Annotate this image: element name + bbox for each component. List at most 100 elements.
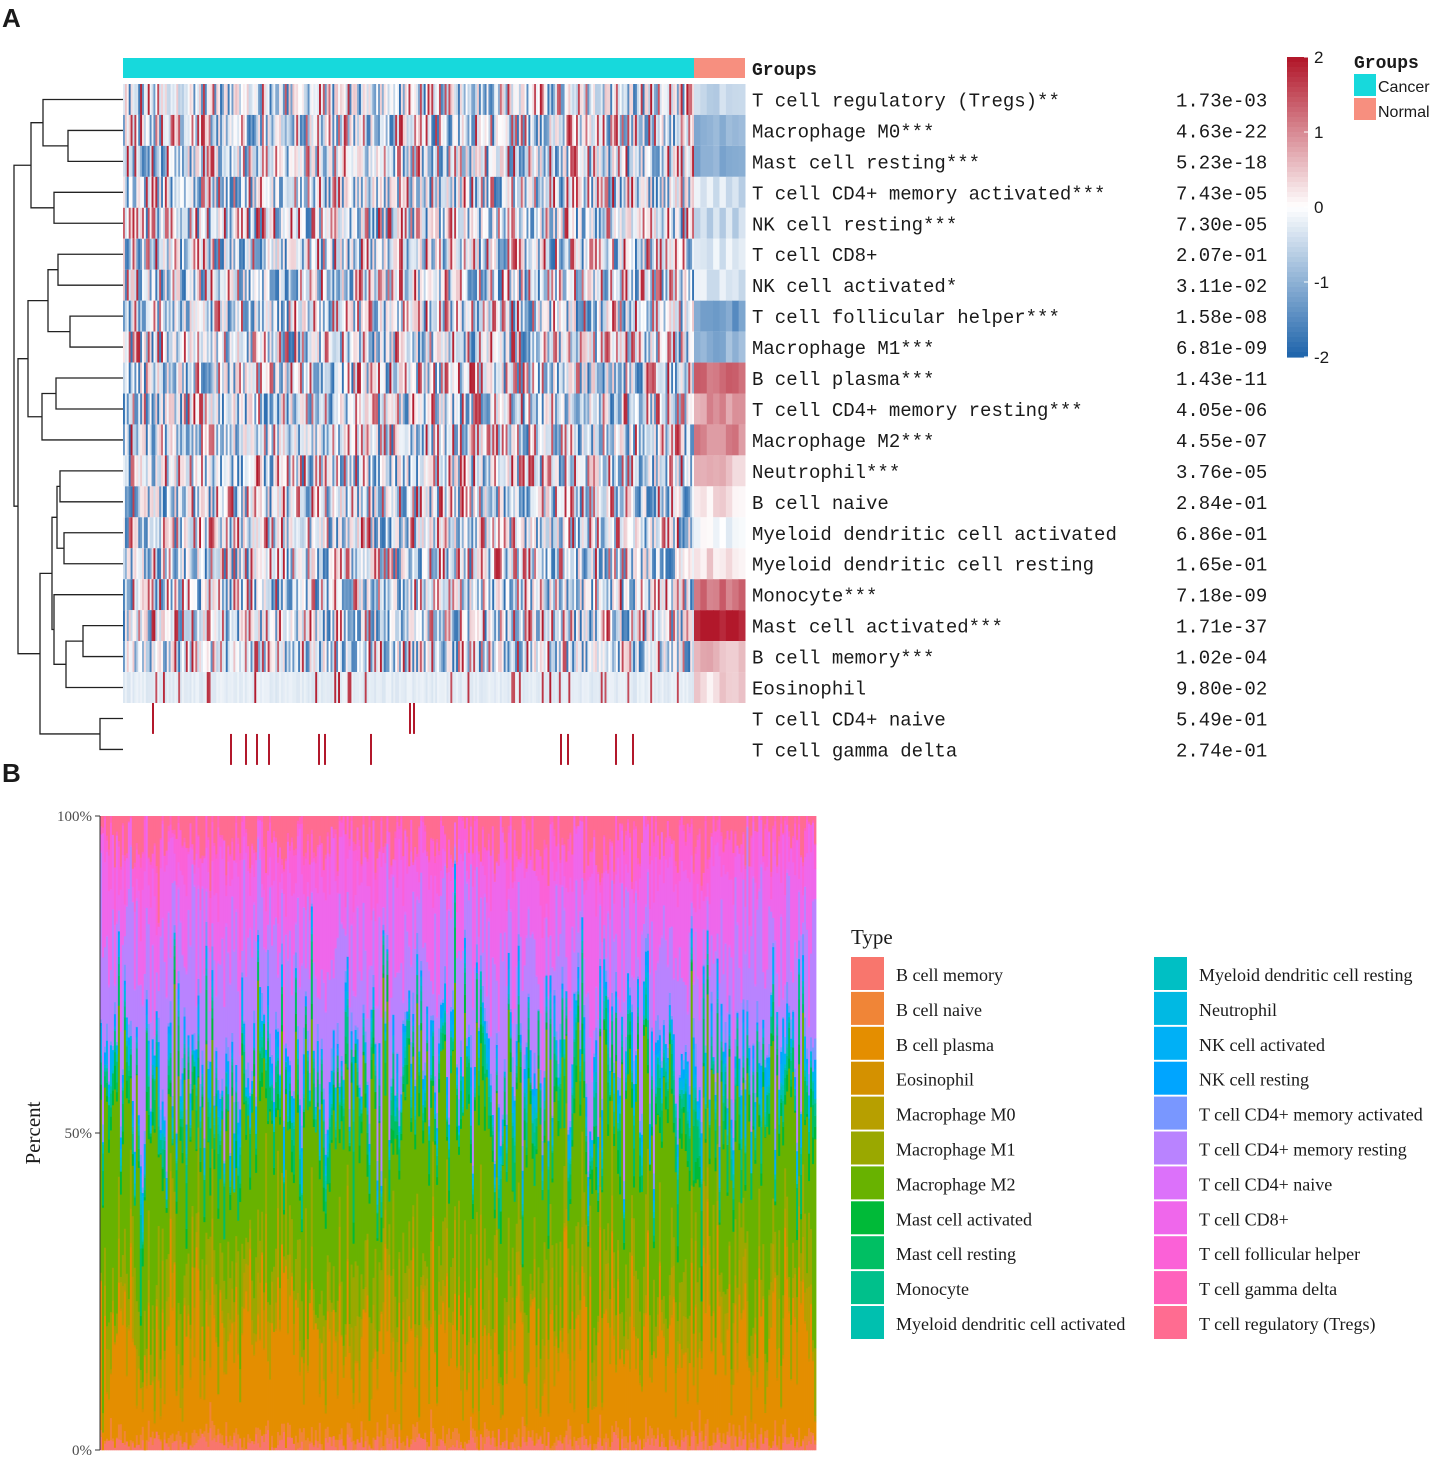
heatmap-cell-normal (732, 115, 739, 146)
heatmap-cell-normal (707, 239, 714, 270)
group-bar-cancer (123, 58, 694, 78)
heatmap-cell-normal (713, 177, 720, 208)
dendrogram-link (66, 641, 123, 687)
heatmap-cell-normal (719, 332, 726, 363)
heatmap-row (123, 239, 746, 270)
dendrogram-link (83, 626, 123, 657)
heatmap-cell-normal (713, 424, 720, 455)
heatmap-cell-normal (694, 424, 701, 455)
heatmap-cell-normal (694, 332, 701, 363)
heatmap-cell-normal (707, 517, 714, 548)
heatmap-cell-normal (700, 424, 707, 455)
heatmap-cell-normal (694, 115, 701, 146)
panel-label-a: A (2, 3, 21, 33)
heatmap-cell-normal (707, 424, 714, 455)
heatmap-cell-normal (700, 301, 707, 332)
heatmap-cell-normal (719, 177, 726, 208)
heatmap-cell-normal (719, 517, 726, 548)
heatmap-cell-normal (713, 394, 720, 425)
heatmap-cell-normal (719, 115, 726, 146)
heatmap-cell-normal (732, 394, 739, 425)
dendrogram-link (42, 394, 123, 440)
heatmap-row (123, 115, 746, 146)
heatmap-row (123, 548, 746, 579)
heatmap-row (123, 84, 746, 115)
heatmap-cell-normal (707, 270, 714, 301)
dendrogram-link (60, 471, 123, 502)
heatmap-cell-normal (707, 208, 714, 239)
heatmap-row (123, 177, 746, 208)
heatmap-cell-normal (713, 455, 720, 486)
heatmap-row (123, 363, 746, 394)
dendrogram-link (54, 192, 123, 223)
heatmap-cell-normal (719, 455, 726, 486)
heatmap-cell-normal (732, 332, 739, 363)
heatmap-cell-normal (694, 270, 701, 301)
group-bar-normal (694, 58, 745, 78)
dendrogram-link (54, 595, 123, 665)
heatmap-cell-normal (700, 486, 707, 517)
heatmap-cell-normal (700, 84, 707, 115)
heatmap-row (123, 146, 746, 177)
heatmap-cell-normal (694, 363, 701, 394)
heatmap-cell-normal (713, 363, 720, 394)
heatmap-row (123, 455, 746, 486)
heatmap-cell-normal (726, 115, 733, 146)
heatmap-cell-normal (739, 332, 746, 363)
heatmap-cell-normal (713, 548, 720, 579)
heatmap-cell-normal (739, 84, 746, 115)
heatmap-cell-normal (713, 115, 720, 146)
heatmap-cell-normal (732, 270, 739, 301)
heatmap-row (123, 270, 746, 301)
heatmap-cell-normal (739, 424, 746, 455)
heatmap-cell-normal (739, 146, 746, 177)
heatmap-cell-normal (713, 270, 720, 301)
heatmap-cell-normal (726, 455, 733, 486)
heatmap-cell-normal (726, 270, 733, 301)
heatmap-row (123, 486, 746, 517)
heatmap-cell-normal (739, 486, 746, 517)
heatmap-cell-normal (719, 486, 726, 517)
dendrogram-link (18, 359, 40, 654)
heatmap-cell-normal (726, 332, 733, 363)
heatmap-cell-normal (739, 455, 746, 486)
heatmap-cell-normal (713, 84, 720, 115)
heatmap-cell-normal (694, 301, 701, 332)
row-dendrogram (14, 99, 123, 749)
heatmap-cell-normal (732, 208, 739, 239)
heatmap-cell-normal (707, 363, 714, 394)
heatmap-cell-normal (732, 548, 739, 579)
heatmap-cell-normal (739, 115, 746, 146)
heatmap-cell-normal (707, 115, 714, 146)
heatmap-cell-normal (739, 177, 746, 208)
heatmap-cell-normal (726, 208, 733, 239)
heatmap-cell-normal (732, 517, 739, 548)
heatmap-cell-normal (700, 332, 707, 363)
heatmap-row (123, 517, 746, 548)
heatmap-cell-normal (726, 548, 733, 579)
heatmap-cell-normal (719, 84, 726, 115)
heatmap-cell-normal (700, 363, 707, 394)
heatmap-cell-normal (694, 394, 701, 425)
heatmap-cell-normal (694, 208, 701, 239)
heatmap-cell-normal (694, 517, 701, 548)
heatmap-cell-normal (732, 363, 739, 394)
dendrogram-link (48, 270, 70, 332)
heatmap-cell-normal (726, 424, 733, 455)
heatmap-cell-normal (726, 363, 733, 394)
heatmap-cell-normal (694, 146, 701, 177)
heatmap-cell-normal (694, 177, 701, 208)
heatmap-row (123, 579, 746, 610)
heatmap-cell-normal (719, 301, 726, 332)
heatmap-cell-normal (732, 455, 739, 486)
heatmap-cell-normal (719, 394, 726, 425)
heatmap-cell-normal (707, 332, 714, 363)
heatmap-row (123, 394, 746, 425)
heatmap-cell-normal (707, 548, 714, 579)
heatmap-cell-normal (707, 177, 714, 208)
heatmap-cell-normal (726, 177, 733, 208)
group-annotation-bar (123, 58, 745, 78)
heatmap-cell-normal (739, 208, 746, 239)
heatmap-cell-normal (713, 239, 720, 270)
dendrogram-link (68, 130, 123, 161)
